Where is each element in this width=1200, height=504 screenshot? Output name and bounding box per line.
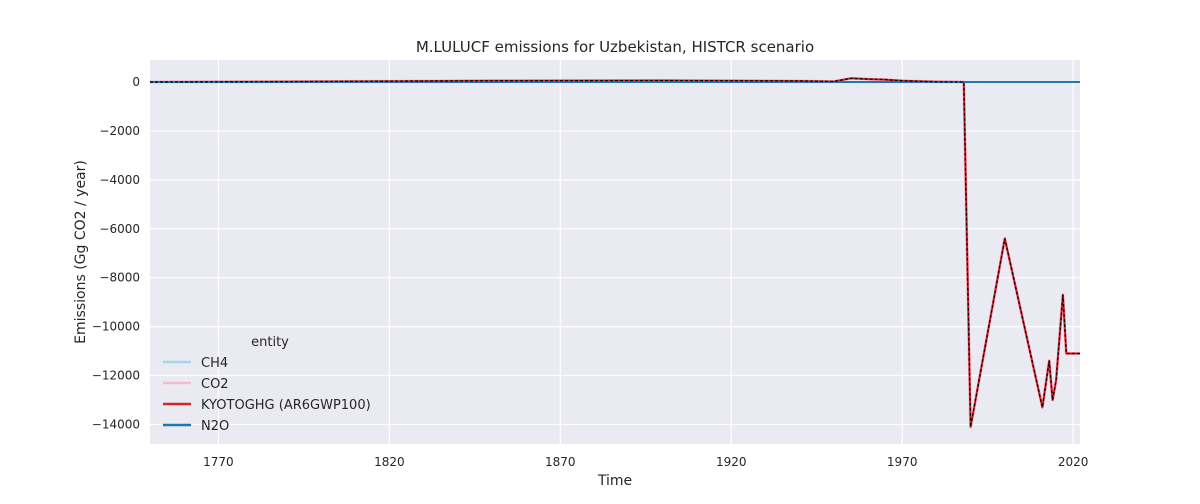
legend-label: N2O [201, 419, 229, 434]
legend-label: CO2 [201, 377, 229, 392]
legend-label: CH4 [201, 356, 228, 371]
series-lines [149, 76, 1080, 429]
x-tick-label: 2020 [1058, 455, 1089, 469]
y-tick-label: 0 [132, 75, 140, 89]
legend-title: entity [251, 335, 289, 350]
y-tick-label: −2000 [99, 124, 140, 138]
grid-lines [150, 60, 1080, 444]
y-tick-label: −6000 [99, 222, 140, 236]
y-tick-label: −8000 [99, 271, 140, 285]
x-tick-label: 1770 [203, 455, 234, 469]
y-tick-label: −10000 [92, 320, 140, 334]
legend: entity CH4 CO2 KYOTOGHG (AR6GWP100) N2O [163, 335, 371, 434]
x-axis-label: Time [597, 473, 632, 489]
axis-ticks: 1770 1820 1870 1920 1970 2020 0 −2000 −4000 −6000… [92, 75, 1089, 469]
y-axis-label: Emissions (Gg CO2 / year) [73, 160, 89, 344]
x-tick-label: 1820 [374, 455, 405, 469]
x-tick-label: 1870 [545, 455, 576, 469]
overlay-dashed-line [149, 77, 1080, 428]
y-tick-label: −14000 [92, 417, 140, 431]
chart-title: M.LULUCF emissions for Uzbekistan, HISTC… [416, 38, 814, 56]
x-tick-label: 1920 [716, 455, 747, 469]
y-tick-label: −4000 [99, 173, 140, 187]
legend-label: KYOTOGHG (AR6GWP100) [201, 398, 371, 413]
x-tick-label: 1970 [887, 455, 918, 469]
y-tick-label: −12000 [92, 369, 140, 383]
plot-area [150, 60, 1080, 444]
